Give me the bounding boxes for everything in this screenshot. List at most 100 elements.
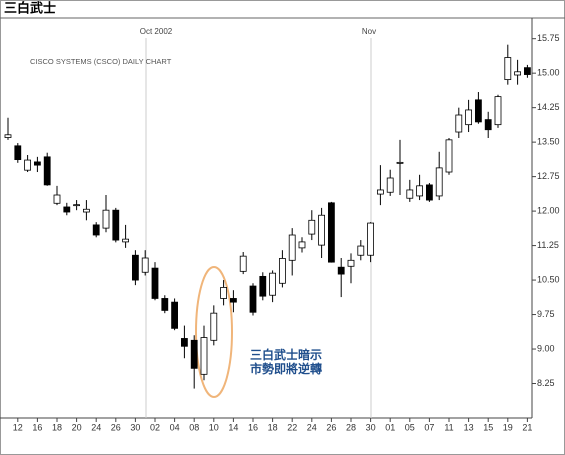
candle-body [337,266,345,275]
chart-title: 三白武士 [4,0,56,15]
x-tick-label: 19 [503,422,513,432]
x-tick-label: 08 [189,422,199,432]
x-tick-label: 02 [150,422,160,432]
y-tick-label: 9.75 [537,309,555,319]
y-tick-label: 8.25 [537,378,555,388]
candle-body [43,156,51,186]
x-tick-label: 22 [287,422,297,432]
candle-body [327,202,335,263]
candle-body [386,177,394,193]
candle-body [269,272,277,296]
y-tick-label: 11.25 [537,240,559,250]
month-label: Oct 2002 [140,27,173,36]
x-tick-label: 24 [307,422,317,432]
candle-body [34,161,41,166]
x-tick-label: 01 [385,422,395,432]
x-tick-label: 20 [72,422,82,432]
y-tick-label: 15.00 [537,68,560,78]
x-tick-label: 16 [248,422,258,432]
candle-body [220,287,228,299]
candle-body [445,139,453,173]
candle-body [396,161,404,164]
y-tick-label: 14.25 [537,102,560,112]
x-tick-label: 28 [346,422,356,432]
x-tick-label: 13 [464,422,474,432]
x-tick-label: 14 [228,422,238,432]
y-tick-label: 12.75 [537,171,560,181]
candle-body [259,275,267,297]
candle-body [465,109,473,126]
candle-body [210,312,218,341]
candle-body [425,184,433,201]
candle-body [484,119,492,131]
candle-body [131,254,139,281]
candle-body [308,219,316,235]
x-tick-label: 26 [326,422,336,432]
candle-body [347,259,355,267]
chart-subtitle: CISCO SYSTEMS (CSCO) DAILY CHART [30,57,172,66]
x-tick-label: 10 [209,422,219,432]
candle-body [435,167,443,197]
candle-body [406,189,414,199]
candle-body [504,57,512,81]
candle-body [180,338,188,347]
candle-body [73,204,80,207]
candle-body [239,255,247,272]
candle-body [4,134,12,138]
candle-body [455,114,463,133]
candle-body [514,71,521,76]
x-tick-label: 30 [366,422,376,432]
candle-body [229,298,237,303]
candle-body [524,67,531,75]
candle-body [63,206,71,213]
x-tick-label: 16 [32,422,42,432]
candle-body [112,209,120,241]
candle-body [102,209,110,229]
x-tick-label: 15 [483,422,493,432]
candle-body [83,208,90,213]
candle-body [14,145,22,161]
y-tick-label: 9.00 [537,343,555,353]
x-tick-label: 30 [130,422,140,432]
candle-body [376,189,384,195]
candle-body [494,96,502,126]
x-tick-label: 24 [91,422,101,432]
x-tick-label: 18 [268,422,278,432]
candle-body [53,194,61,204]
candle-body [190,339,198,369]
x-tick-label: 21 [522,422,532,432]
candle-body [318,214,326,246]
y-tick-label: 15.75 [537,33,560,43]
candle-body [200,337,208,375]
candle-body [249,285,257,313]
candle-body [357,245,365,256]
x-tick-label: 07 [424,422,434,432]
y-tick-label: 13.50 [537,137,560,147]
y-tick-label: 12.00 [537,205,560,215]
x-tick-label: 26 [111,422,121,432]
annotation: 三白武士暗示 [250,347,322,362]
candle-body [367,222,375,256]
highlight-ellipse [195,266,233,398]
candle-body [474,99,482,123]
candle-body [141,257,149,273]
x-tick-label: 18 [52,422,62,432]
annotation: 市勢即將逆轉 [250,361,322,376]
x-tick-label: 05 [405,422,415,432]
candle-body [161,298,169,311]
candle-body [151,267,159,299]
month-label: Nov [362,27,376,36]
x-tick-label: 04 [170,422,180,432]
candle-body [171,301,179,329]
candle-body [24,159,32,171]
candle-body [92,224,100,236]
candle-body [122,238,129,243]
candle-body [416,185,424,197]
candle-body [288,234,296,261]
x-tick-label: 12 [13,422,23,432]
candle-body [278,258,286,284]
candle-body [298,241,306,249]
